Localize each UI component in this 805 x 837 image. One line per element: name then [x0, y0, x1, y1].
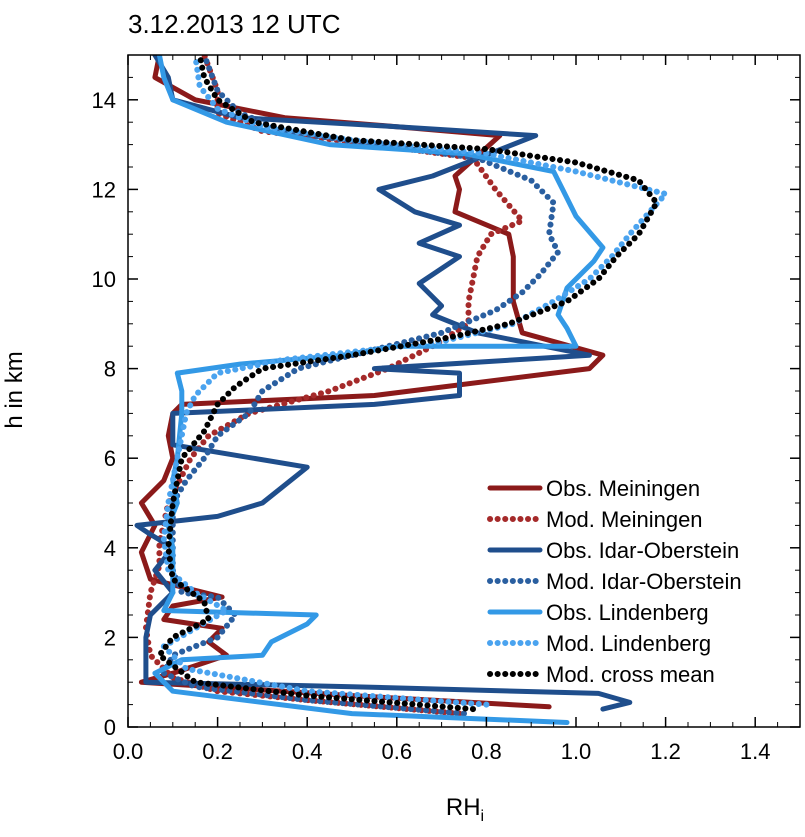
legend: Obs. Meiningen Mod. Meiningen Obs. Idar-Ob…: [487, 476, 742, 687]
x-tick-label: 0.0: [113, 739, 144, 764]
y-tick-label: 0: [104, 715, 116, 740]
legend-label: Mod. Meiningen: [546, 507, 703, 532]
x-tick-label: 1.0: [561, 739, 592, 764]
legend-label: Mod. cross mean: [546, 662, 715, 687]
legend-label: Obs. Meiningen: [546, 476, 700, 501]
x-tick-label: 0.4: [292, 739, 323, 764]
y-tick-label: 8: [104, 357, 116, 382]
x-axis-label-main: RH: [446, 794, 481, 821]
x-tick-label: 1.4: [740, 739, 771, 764]
series-line-4: [160, 55, 562, 717]
y-tick-label: 4: [104, 536, 116, 561]
y-tick-label: 14: [92, 88, 116, 113]
y-tick-label: 12: [92, 177, 116, 202]
chart-title: 3.12.2013 12 UTC: [128, 9, 340, 39]
series-line-7: [156, 55, 660, 713]
x-tick-label: 0.6: [382, 739, 413, 764]
x-tick-label: 0.2: [202, 739, 233, 764]
legend-label: Mod. Lindenberg: [546, 631, 711, 656]
legend-label: Mod. Idar-Oberstein: [546, 569, 742, 594]
y-tick-label: 10: [92, 267, 116, 292]
x-axis-label-subscript: i: [481, 808, 485, 825]
y-axis-label: h in km: [1, 351, 28, 428]
legend-label: Obs. Idar-Oberstein: [546, 538, 739, 563]
y-tick-label: 6: [104, 446, 116, 471]
x-tick-label: 1.2: [650, 739, 681, 764]
series-line-5: [152, 55, 606, 725]
series-line-6: [160, 55, 669, 708]
series-line-3: [134, 55, 633, 712]
series-layer: [134, 55, 669, 725]
x-tick-label: 0.8: [471, 739, 502, 764]
y-tick-label: 2: [104, 625, 116, 650]
x-axis-label: RHi: [446, 794, 484, 825]
legend-label: Obs. Lindenberg: [546, 600, 709, 625]
axes-layer: 0.0 0.2 0.4 0.6 0.8 1.0 1.2 1.4 0 2 4 6 8 10 12 14: [92, 54, 801, 764]
